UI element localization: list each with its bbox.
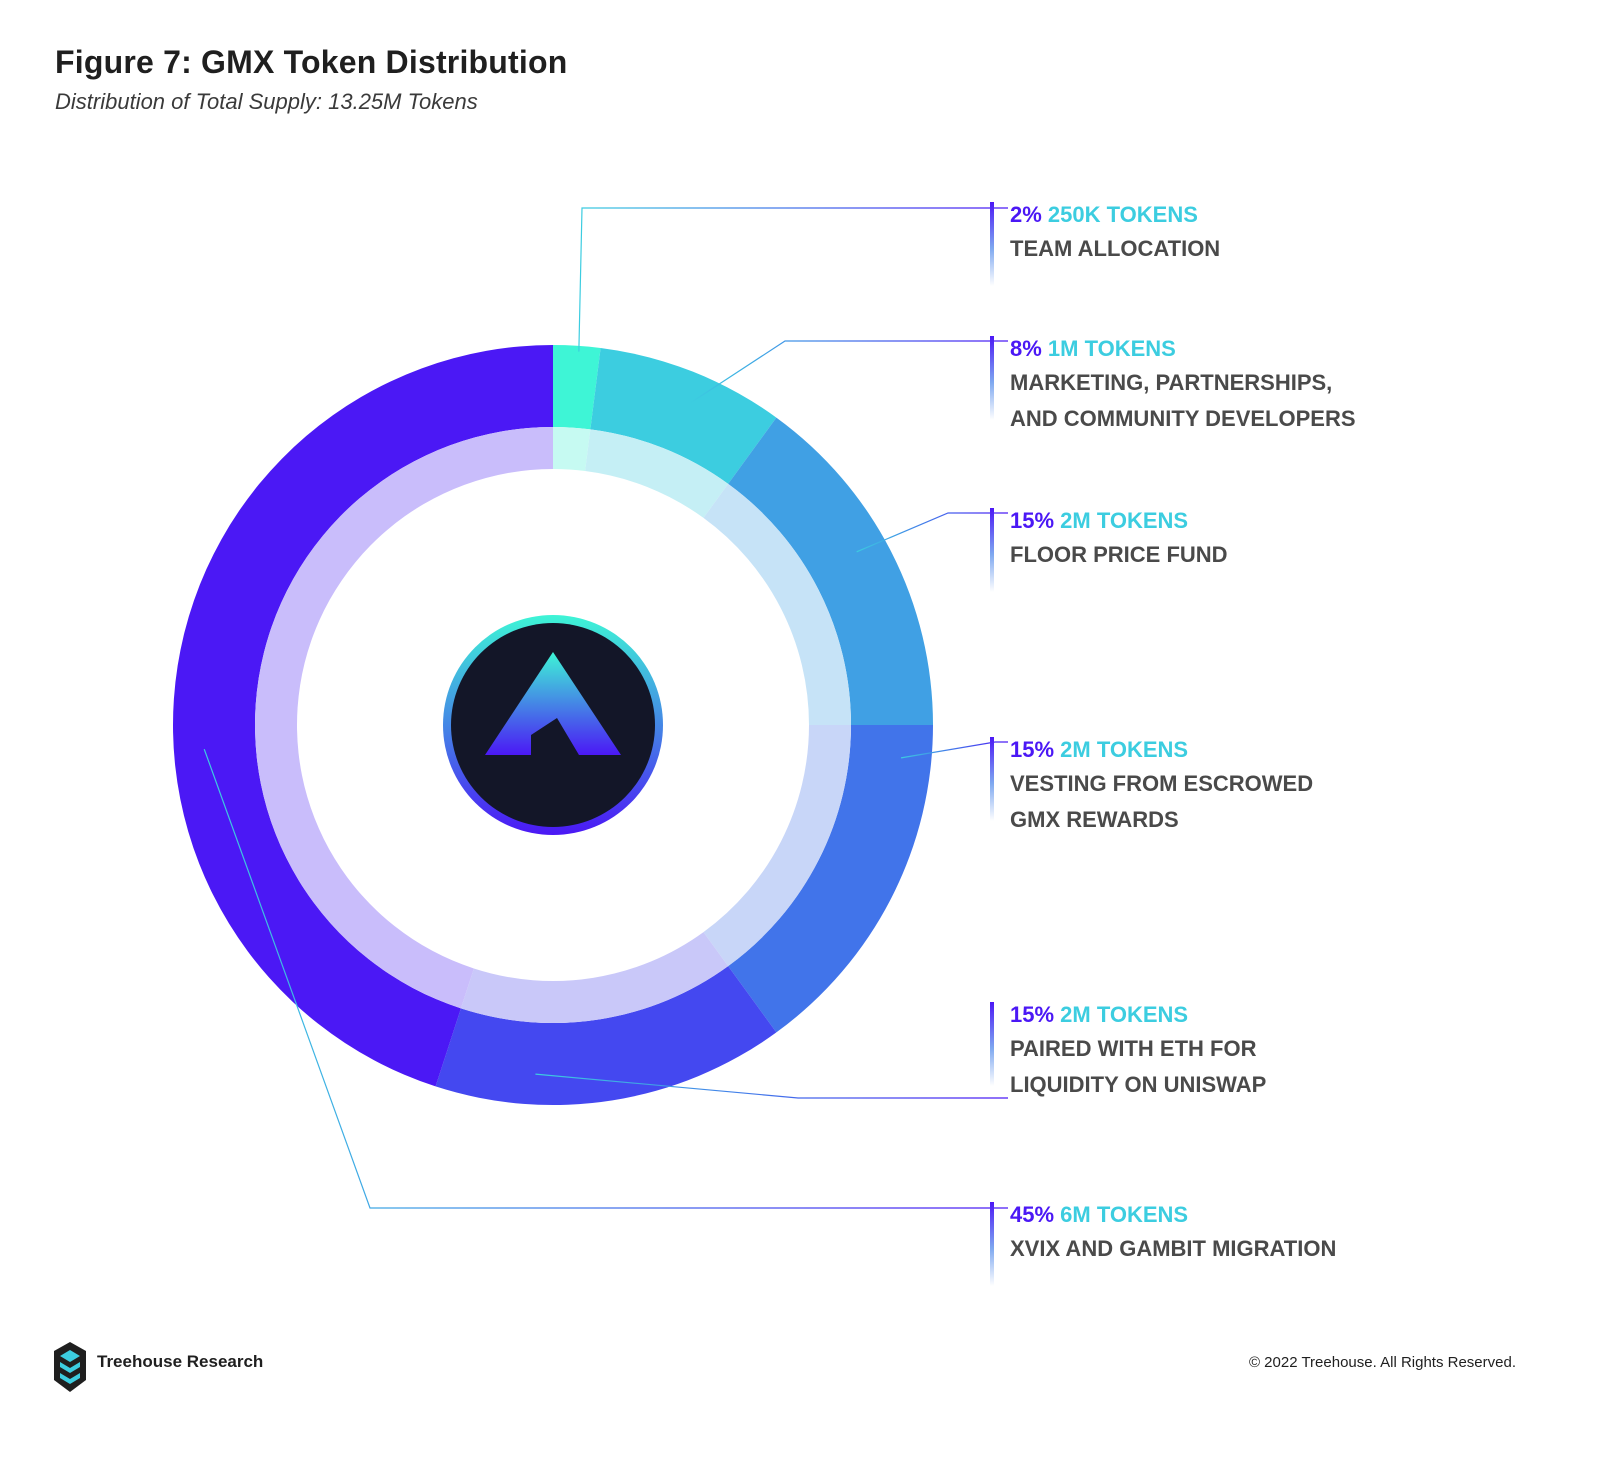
leader-line [535,1073,1008,1099]
slice-label: 15% 2M TOKENS VESTING FROM ESCROWED GMX RE… [990,735,1314,837]
donut-slice-outer [173,345,553,1087]
donut-slice-inner [585,429,729,518]
slice-label: 15% 2M TOKENS FLOOR PRICE FUND [990,506,1228,592]
treehouse-logo-icon [54,1342,86,1392]
slice-percent: 15% [1010,508,1055,533]
donut-slice-outer [553,345,601,430]
slice-description: PAIRED WITH ETH FOR [1010,1036,1257,1061]
slice-label-head: 45% 6M TOKENS [1010,1200,1336,1230]
label-accent-bar [990,1002,994,1086]
chart-title: Figure 7: GMX Token Distribution [55,44,568,80]
slice-tokens: 1M TOKENS [1041,336,1176,361]
gmx-logo-icon [443,615,663,835]
slice-label: 45% 6M TOKENS XVIX AND GAMBIT MIGRATION [990,1200,1337,1286]
donut-slice-inner [703,725,851,967]
slice-description: TEAM ALLOCATION [1010,236,1221,261]
inner-ring [254,427,851,1024]
slice-description: XVIX AND GAMBIT MIGRATION [1010,1236,1337,1261]
leader-line [578,207,1008,352]
slice-percent: 8% [1010,336,1042,361]
donut-slice-inner [703,483,851,725]
footer-copyright: © 2022 Treehouse. All Rights Reserved. [1248,1354,1516,1371]
donut-chart [173,207,1008,1209]
slice-description: MARKETING, PARTNERSHIPS, [1010,370,1333,395]
slice-label-head: 15% 2M TOKENS [1010,735,1313,765]
chart-subtitle: Distribution of Total Supply: 13.25M Tok… [55,89,478,114]
leader-lines [203,207,1008,1209]
donut-slice-inner [553,427,591,472]
slice-label: 2% 250K TOKENS TEAM ALLOCATION [990,200,1221,286]
leader-line [203,748,1008,1209]
leader-line [900,741,1008,759]
donut-slice-outer [728,417,933,725]
slice-description: GMX REWARDS [1010,807,1179,832]
slice-tokens: 6M TOKENS [1054,1202,1189,1227]
donut-slice-outer [435,966,777,1105]
label-accent-bar [990,1202,994,1286]
slice-label-head: 2% 250K TOKENS [1010,200,1220,230]
leader-line [856,512,1008,553]
slice-tokens: 2M TOKENS [1054,737,1189,762]
label-accent-bar [990,202,994,286]
slice-label: 8% 1M TOKENS MARKETING, PARTNERSHIPS, AND … [990,334,1356,436]
donut-slice-inner [460,932,729,1024]
donut-slice-outer [728,725,934,1033]
slice-description: VESTING FROM ESCROWED [1010,771,1314,796]
slice-tokens: 250K TOKENS [1041,202,1198,227]
slice-label-head: 15% 2M TOKENS [1010,1000,1266,1030]
donut-slice-outer [590,347,777,484]
slice-percent: 15% [1010,737,1055,762]
slice-tokens: 2M TOKENS [1054,508,1189,533]
slice-label: 15% 2M TOKENS PAIRED WITH ETH FOR LIQUIDIT… [990,1000,1267,1102]
slice-label-head: 15% 2M TOKENS [1010,506,1228,536]
label-accent-bar [990,336,994,420]
slice-tokens: 2M TOKENS [1054,1002,1189,1027]
label-accent-bar [990,737,994,821]
slice-label-head: 8% 1M TOKENS [1010,334,1356,364]
slice-description: FLOOR PRICE FUND [1010,542,1228,567]
label-accent-bar [990,508,994,592]
outer-ring [173,345,934,1105]
donut-slice-inner [254,427,553,1009]
slice-percent: 2% [1010,202,1042,227]
slice-description: LIQUIDITY ON UNISWAP [1010,1072,1267,1097]
slice-description: AND COMMUNITY DEVELOPERS [1010,406,1356,431]
leader-line [689,340,1008,404]
slice-percent: 45% [1010,1202,1055,1227]
footer-brand: Treehouse Research [97,1352,264,1371]
slice-percent: 15% [1010,1002,1055,1027]
